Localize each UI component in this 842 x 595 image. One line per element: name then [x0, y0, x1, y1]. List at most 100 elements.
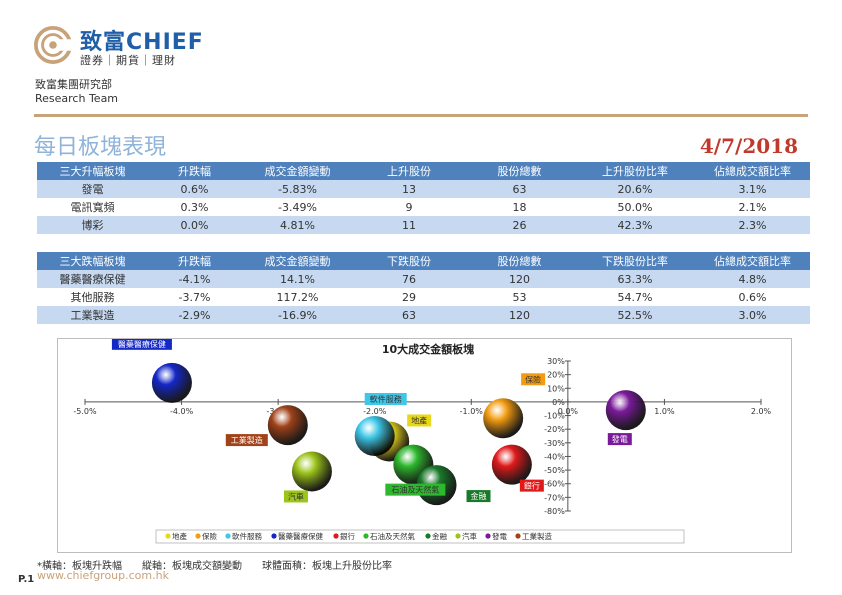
y-tick-label: -80%: [544, 507, 565, 516]
table-cell: 0.6%: [695, 288, 810, 306]
table-cell: 博彩: [37, 216, 148, 234]
legend-entry: 銀行: [340, 531, 355, 541]
y-tick-label: -30%: [544, 439, 565, 448]
header-cell: 升跌幅: [148, 162, 241, 180]
bubble-3: [151, 362, 192, 403]
header-cell: 上升股份: [354, 162, 464, 180]
table-cell: 14.1%: [241, 270, 354, 288]
chart-legend: 地產 保險 軟件服務 醫藥醫療保健 銀行 石油及天然氣 金融 汽車 發電 工業製造: [155, 529, 685, 544]
bubble-label: 石油及天然氣: [391, 485, 439, 495]
legend-entry: 軟件服務: [232, 531, 262, 541]
bubble-label: 軟件服務: [370, 394, 402, 404]
report-date: 4/7/2018: [699, 134, 798, 158]
y-tick-label: -70%: [544, 493, 565, 502]
page-number: P.1: [18, 574, 35, 585]
department-en: Research Team: [35, 92, 119, 105]
bubble-label-bg: [111, 337, 172, 350]
table-row: 博彩 0.0% 4.81% 11 26 42.3% 2.3%: [37, 216, 810, 234]
table-cell: 0.6%: [148, 180, 241, 198]
table-cell: 其他服務: [37, 288, 148, 306]
top-gainers-table: 三大升幅板塊 升跌幅 成交金額變動 上升股份 股份總數 上升股份比率 佔總成交額…: [37, 162, 810, 234]
bubble-1: [483, 398, 524, 439]
legend-swatch: [425, 533, 431, 539]
legend-swatch: [363, 533, 369, 539]
bubble-label-bg: [519, 479, 544, 492]
legend-swatch: [165, 533, 171, 539]
table-cell: 63.3%: [575, 270, 695, 288]
website-link[interactable]: www.chiefgroup.com.hk: [37, 569, 169, 582]
x-tick-label: 1.0%: [654, 407, 675, 416]
table-cell: 9: [354, 198, 464, 216]
table-cell: 4.8%: [695, 270, 810, 288]
header-cell: 升跌幅: [148, 252, 241, 270]
bubble-label-bg: [466, 490, 491, 503]
table-cell: 52.5%: [575, 306, 695, 324]
header-cell: 股份總數: [464, 252, 575, 270]
legend-entry: 發電: [492, 532, 507, 541]
table-cell: -5.83%: [241, 180, 354, 198]
table-cell: -2.9%: [148, 306, 241, 324]
bubble-label: 工業製造: [231, 435, 263, 445]
table-cell: 63: [464, 180, 575, 198]
table-cell: 0.0%: [148, 216, 241, 234]
header-cell: 成交金額變動: [241, 162, 354, 180]
legend-entry: 工業製造: [522, 531, 552, 541]
table-cell: 3.0%: [695, 306, 810, 324]
table-cell: 117.2%: [241, 288, 354, 306]
table-cell: 29: [354, 288, 464, 306]
table-header-row: 三大跌幅板塊 升跌幅 成交金額變動 下跌股份 股份總數 下跌股份比率 佔總成交額…: [37, 252, 810, 270]
table-cell: 54.7%: [575, 288, 695, 306]
bubble-label: 保險: [525, 374, 541, 384]
y-tick-label: 30%: [547, 357, 565, 366]
brand-name-zh: 致富: [80, 30, 127, 55]
header-cell: 佔總成交額比率: [695, 252, 810, 270]
table-cell: 63: [354, 306, 464, 324]
y-tick-label: -60%: [544, 480, 565, 489]
x-tick-label: 2.0%: [751, 407, 772, 416]
table-cell: 2.1%: [695, 198, 810, 216]
bubble-chart-frame: 10大成交金額板塊 -5.0%-4.0%-3.0%-2.0%-1.0%0.0%1…: [57, 337, 792, 553]
bubble-label: 汽車: [288, 491, 304, 501]
y-tick-label: 10%: [547, 384, 565, 393]
header-cell: 上升股份比率: [575, 162, 695, 180]
legend-swatch: [455, 533, 461, 539]
legend-swatch: [271, 533, 277, 539]
page-title: 每日板塊表現: [34, 135, 167, 160]
bubble-2: [354, 416, 395, 456]
bubble-label-bg: [607, 433, 632, 446]
table-cell: 13: [354, 180, 464, 198]
table-row: 其他服務 -3.7% 117.2% 29 53 54.7% 0.6%: [37, 288, 810, 306]
header-cell: 下跌股份比率: [575, 252, 695, 270]
x-tick-label: -2.0%: [363, 407, 387, 416]
header-cell: 三大升幅板塊: [37, 162, 148, 180]
y-tick-label: -20%: [544, 425, 565, 434]
header-cell: 成交金額變動: [241, 252, 354, 270]
table-cell: -3.49%: [241, 198, 354, 216]
bubble-chart: 10大成交金額板塊 -5.0%-4.0%-3.0%-2.0%-1.0%0.0%1…: [73, 337, 772, 544]
legend-swatch: [485, 533, 491, 539]
table-header-row: 三大升幅板塊 升跌幅 成交金額變動 上升股份 股份總數 上升股份比率 佔總成交額…: [37, 162, 810, 180]
chart-axes: -5.0%-4.0%-3.0%-2.0%-1.0%0.0%1.0%2.0%30%…: [73, 357, 771, 516]
bubble-label-bg: [521, 373, 546, 386]
brand-name-en: CHIEF: [126, 30, 204, 55]
header-cell: 三大跌幅板塊: [37, 252, 148, 270]
brand-tagline: 證券｜期貨｜理財: [80, 54, 176, 67]
bubble-label: 醫藥醫療保健: [118, 339, 166, 349]
table-cell: 42.3%: [575, 216, 695, 234]
table-cell: 76: [354, 270, 464, 288]
bubble-label: 發電: [612, 435, 628, 444]
y-tick-label: -50%: [544, 466, 565, 475]
bubble-7: [291, 451, 332, 492]
table-row: 工業製造 -2.9% -16.9% 63 120 52.5% 3.0%: [37, 306, 810, 324]
header-cell: 股份總數: [464, 162, 575, 180]
y-tick-label: 0%: [552, 398, 565, 407]
department-zh: 致富集團研究部: [35, 78, 112, 91]
department: 致富集團研究部 Research Team: [35, 78, 118, 106]
chart-bubbles: [151, 362, 646, 506]
table-cell: 50.0%: [575, 198, 695, 216]
bubble-label: 地產: [411, 415, 427, 425]
y-tick-label: -40%: [544, 452, 565, 461]
chart-footnote: *橫軸：板塊升跌幅 縱軸：板塊成交額變動 球體面積：板塊上升股份比率: [37, 561, 392, 572]
bubble-label-bg: [364, 393, 407, 405]
